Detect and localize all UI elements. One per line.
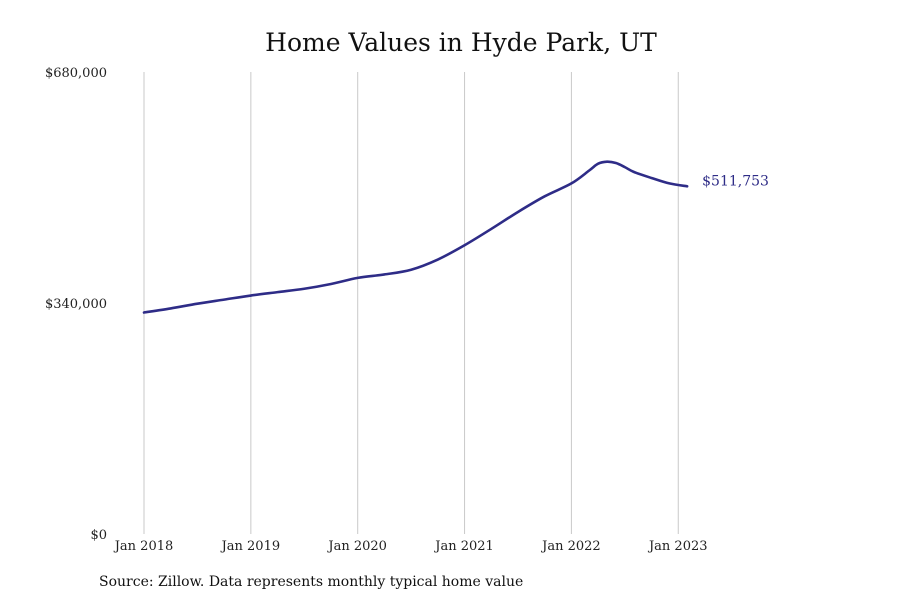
end-value-label: $511,753 <box>702 173 769 189</box>
y-tick-label: $680,000 <box>45 66 107 81</box>
x-tick-label: Jan 2018 <box>113 539 174 554</box>
x-axis: Jan 2018 Jan 2019 Jan 2020 Jan 2021 Jan 2022… <box>113 539 708 554</box>
source-note: Source: Zillow. Data represents monthly … <box>99 574 523 590</box>
x-tick-label: Jan 2019 <box>220 539 281 554</box>
gridlines <box>143 72 679 534</box>
series-layer <box>142 160 689 314</box>
y-tick-label: $340,000 <box>45 297 107 312</box>
series-line <box>142 160 689 314</box>
chart-title: Home Values in Hyde Park, UT <box>265 28 657 57</box>
y-axis: $0 $340,000 $680,000 <box>45 66 107 543</box>
x-tick-label: Jan 2023 <box>647 539 708 554</box>
x-tick-label: Jan 2020 <box>326 539 387 554</box>
x-tick-label: Jan 2021 <box>433 539 494 554</box>
y-tick-label: $0 <box>90 528 107 543</box>
x-tick-label: Jan 2022 <box>540 539 601 554</box>
